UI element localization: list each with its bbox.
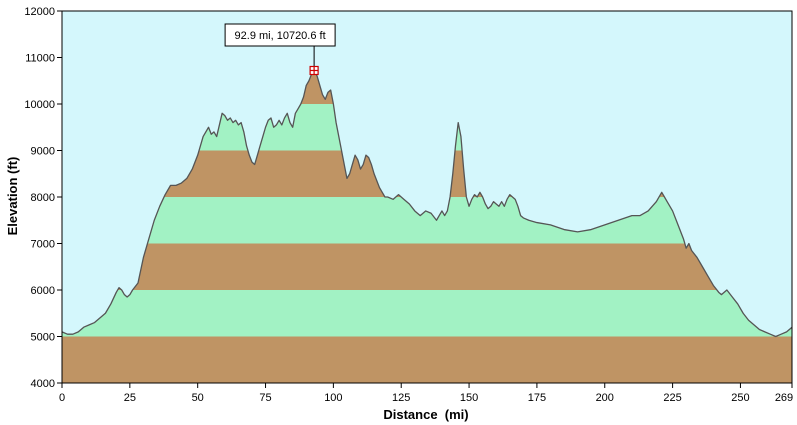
x-tick-label: 150 <box>460 392 478 404</box>
y-tick-label: 6000 <box>31 285 55 297</box>
y-tick-label: 4000 <box>31 378 55 390</box>
x-tick-label: 50 <box>192 392 204 404</box>
x-tick-label: 269 <box>775 392 793 404</box>
peak-callout: 92.9 mi, 10720.6 ft <box>224 23 336 76</box>
x-tick-label: 125 <box>392 392 410 404</box>
elevation-band <box>62 336 792 383</box>
y-tick-label: 10000 <box>24 99 55 111</box>
elevation-band <box>62 290 792 337</box>
y-axis-title: Elevation (ft) <box>5 157 20 236</box>
x-tick-label: 0 <box>59 392 65 404</box>
x-tick-label: 175 <box>528 392 546 404</box>
y-tick-label: 8000 <box>31 192 55 204</box>
x-tick-label: 100 <box>324 392 342 404</box>
callout-text: 92.9 mi, 10720.6 ft <box>235 30 326 42</box>
x-tick-label: 250 <box>731 392 749 404</box>
elevation-band <box>62 243 792 290</box>
x-tick-label: 75 <box>259 392 271 404</box>
y-axis: 4000 5000 6000 7000 8000 9000 10000 11000 12000 <box>24 6 62 390</box>
x-axis-title: Distance (mi) <box>383 407 468 422</box>
x-axis: 0 25 50 75 100 125 150 175 200 225 250 269 <box>59 383 793 404</box>
x-tick-label: 225 <box>663 392 681 404</box>
y-tick-label: 12000 <box>24 6 55 18</box>
y-tick-label: 7000 <box>31 239 55 251</box>
callout-box <box>224 23 336 47</box>
y-tick-label: 11000 <box>25 53 55 65</box>
y-tick-label: 5000 <box>31 332 55 344</box>
x-tick-label: 25 <box>124 392 136 404</box>
y-tick-label: 9000 <box>31 146 55 158</box>
elevation-profile-line <box>61 69 793 338</box>
profile-line <box>61 69 793 338</box>
x-tick-label: 200 <box>596 392 614 404</box>
